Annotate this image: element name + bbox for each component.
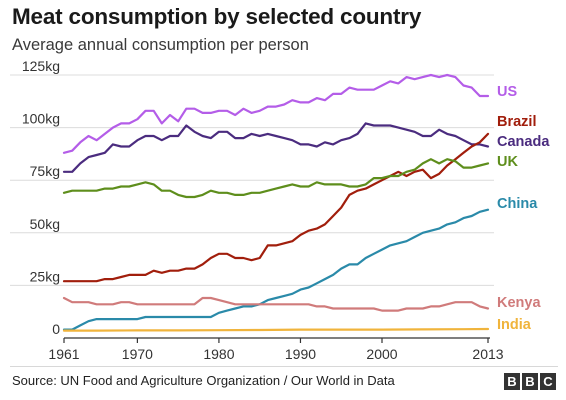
x-axis: 1961 1970 1980 1990 2000 2013 <box>48 337 504 362</box>
x-tick-label: 1980 <box>203 346 234 362</box>
series-label-china: China <box>497 196 538 212</box>
x-tick-label: 2000 <box>366 346 397 362</box>
footer-divider <box>10 366 558 367</box>
bbc-logo: B B C <box>504 373 556 390</box>
series-label-kenya: Kenya <box>497 295 541 311</box>
series-label-india: India <box>497 317 532 333</box>
series-label-us: US <box>497 84 517 100</box>
y-tick-label: 25kg <box>30 268 60 284</box>
series-label-uk: UK <box>497 154 518 170</box>
logo-letter: B <box>504 373 520 390</box>
series-line-us <box>62 73 490 154</box>
chart-subtitle: Average annual consumption per person <box>12 36 309 54</box>
y-tick-label: 0 <box>52 321 60 337</box>
y-axis-tick-labels: 0 25kg 50kg 75kg 100kg 125kg <box>22 58 60 337</box>
series-label-brazil: Brazil <box>497 114 537 130</box>
grid-lines <box>10 74 494 286</box>
series-lines <box>62 73 490 332</box>
y-tick-label: 50kg <box>30 216 60 232</box>
x-tick-label: 2013 <box>472 346 503 362</box>
series-line-india <box>62 327 490 332</box>
y-tick-label: 75kg <box>30 163 60 179</box>
series-line-kenya <box>62 296 490 312</box>
series-line-canada <box>62 122 490 173</box>
x-tick-label: 1990 <box>285 346 316 362</box>
logo-letter: B <box>522 373 538 390</box>
y-tick-label: 125kg <box>22 58 60 74</box>
y-tick-label: 100kg <box>22 111 60 127</box>
series-line-china <box>62 208 490 331</box>
series-labels: US Canada Brazil UK China Kenya India <box>497 84 550 333</box>
line-chart: 0 25kg 50kg 75kg 100kg 125kg 1961 1970 1980 1990… <box>10 58 550 362</box>
x-tick-label: 1961 <box>48 346 79 362</box>
series-line-brazil <box>62 132 490 283</box>
x-tick-label: 1970 <box>122 346 153 362</box>
chart-title: Meat consumption by selected country <box>12 4 422 29</box>
series-label-canada: Canada <box>497 134 550 150</box>
source-note: Source: UN Food and Agriculture Organiza… <box>12 373 395 388</box>
series-line-uk <box>62 158 490 199</box>
logo-letter: C <box>540 373 556 390</box>
